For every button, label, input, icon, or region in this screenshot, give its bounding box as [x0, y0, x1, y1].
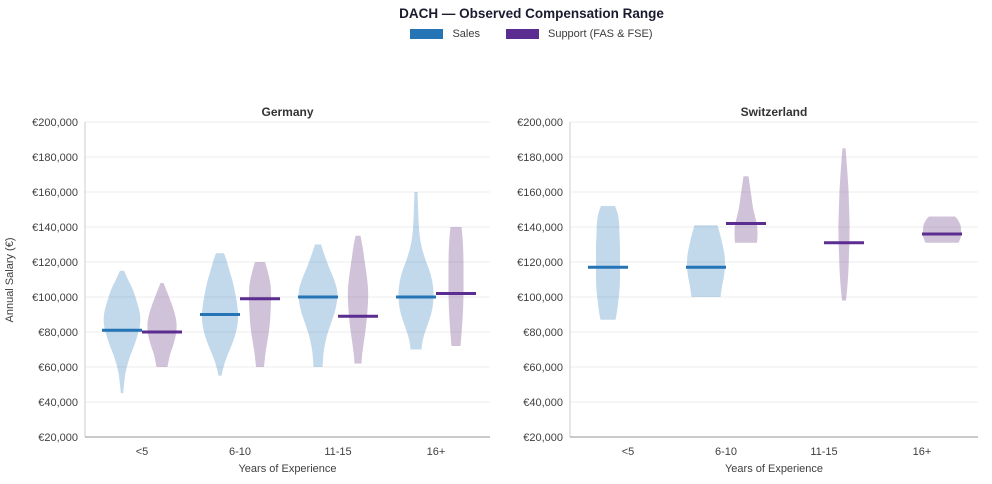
- median-line-germany-11-15-support: [338, 314, 378, 318]
- median-line-switzerland-<5-sales: [588, 265, 628, 269]
- y-tick-label: €200,000: [517, 117, 563, 129]
- y-tick-label: €200,000: [32, 117, 78, 129]
- x-tick-label: <5: [622, 446, 635, 458]
- x-tick-label: 11-15: [324, 446, 351, 458]
- median-line-germany-6-10-support: [240, 297, 280, 301]
- legend-label-sales: Sales: [452, 28, 480, 40]
- median-line-switzerland-6-10-sales: [686, 265, 726, 269]
- median-line-switzerland-11-15-support: [824, 241, 864, 245]
- median-line-germany-<5-sales: [102, 328, 142, 332]
- x-tick-label: 6-10: [229, 446, 251, 458]
- violin-switzerland-16+-support: [922, 216, 962, 243]
- y-tick-label: €160,000: [517, 187, 563, 199]
- violin-germany-16+-sales: [398, 192, 434, 350]
- median-line-germany-<5-support: [142, 330, 182, 334]
- violin-germany-16+-support: [448, 227, 464, 346]
- y-tick-label: €60,000: [38, 362, 78, 374]
- median-line-germany-16+-support: [436, 292, 476, 295]
- x-axis-title: Years of Experience: [725, 463, 823, 475]
- panel-germany: €20,000 €40,000 €60,000 €80,000 €100,000 €120…: [4, 105, 490, 475]
- violin-germany-6-10-support: [249, 262, 271, 367]
- x-tick-label: 11-15: [810, 446, 837, 458]
- median-line-germany-16+-sales: [396, 295, 436, 299]
- y-tick-label: €120,000: [517, 257, 563, 269]
- violin-germany-11-15-support: [347, 235, 369, 364]
- y-tick-label: €140,000: [32, 222, 78, 234]
- panel-title-germany: Germany: [261, 105, 313, 119]
- legend: Sales Support (FAS & FSE): [85, 28, 978, 40]
- y-tick-label: €180,000: [517, 152, 563, 164]
- median-line-germany-11-15-sales: [298, 295, 338, 299]
- violin-switzerland-11-15-support: [838, 148, 850, 301]
- y-tick-label: €140,000: [517, 222, 563, 234]
- legend-item-sales: Sales: [410, 28, 480, 40]
- y-tick-label: €60,000: [523, 362, 563, 374]
- y-tick-label: €100,000: [517, 292, 563, 304]
- x-tick-label: 6-10: [715, 446, 737, 458]
- y-tick-label: €120,000: [32, 257, 78, 269]
- legend-swatch-support: [505, 29, 539, 39]
- y-tick-label: €160,000: [32, 187, 78, 199]
- y-tick-label: €40,000: [38, 397, 78, 409]
- chart-title: DACH — Observed Compensation Range: [399, 6, 664, 21]
- violin-germany-<5-sales: [103, 270, 141, 394]
- y-tick-label: €40,000: [523, 397, 563, 409]
- violin-germany-<5-support: [147, 283, 177, 367]
- x-tick-label: 16+: [427, 446, 446, 458]
- legend-swatch-sales: [410, 29, 444, 39]
- legend-item-support: Support (FAS & FSE): [505, 28, 653, 40]
- violin-germany-11-15-sales: [298, 244, 338, 367]
- violin-switzerland-6-10-support: [734, 176, 758, 243]
- y-tick-label: €80,000: [38, 327, 78, 339]
- violin-switzerland-6-10-sales: [686, 225, 726, 297]
- y-tick-label: €20,000: [38, 432, 78, 444]
- median-line-germany-6-10-sales: [200, 313, 240, 316]
- y-tick-label: €80,000: [523, 327, 563, 339]
- median-line-switzerland-6-10-support: [726, 222, 766, 225]
- panel-switzerland: €20,000 €40,000 €60,000 €80,000 €100,000 €120…: [517, 105, 978, 475]
- legend-label-support: Support (FAS & FSE): [547, 28, 653, 40]
- panel-title-switzerland: Switzerland: [741, 105, 808, 119]
- y-tick-label: €20,000: [523, 432, 563, 444]
- chart-header: DACH — Observed Compensation Range Sales…: [85, 6, 978, 40]
- median-line-switzerland-16+-support: [922, 232, 962, 236]
- x-tick-label: <5: [136, 446, 149, 458]
- x-tick-label: 16+: [913, 446, 932, 458]
- y-tick-label: €180,000: [32, 152, 78, 164]
- y-tick-label: €100,000: [32, 292, 78, 304]
- y-axis-title: Annual Salary (€): [4, 238, 16, 323]
- violin-switzerland-<5-sales: [595, 206, 621, 320]
- x-axis-title: Years of Experience: [238, 463, 336, 475]
